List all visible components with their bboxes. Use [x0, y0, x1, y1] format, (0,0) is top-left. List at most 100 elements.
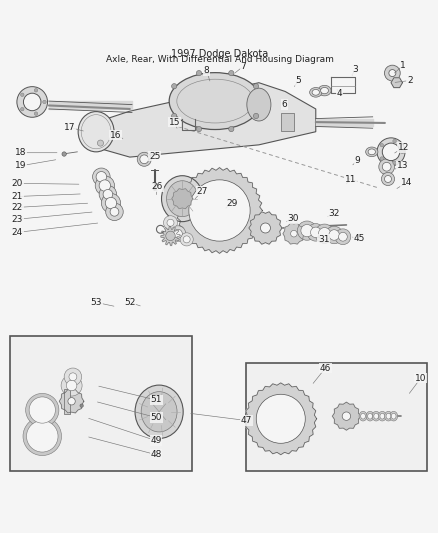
Bar: [64, 389, 70, 415]
Text: 7: 7: [240, 62, 246, 70]
Text: 12: 12: [397, 143, 408, 152]
Circle shape: [228, 70, 233, 76]
Circle shape: [180, 233, 193, 246]
Circle shape: [92, 168, 110, 185]
Circle shape: [318, 228, 330, 240]
Circle shape: [381, 143, 399, 160]
Circle shape: [23, 93, 41, 111]
Bar: [11, 336, 191, 471]
Circle shape: [325, 226, 342, 244]
Text: 10: 10: [414, 374, 426, 383]
Ellipse shape: [360, 413, 364, 419]
Circle shape: [42, 100, 46, 104]
Circle shape: [61, 375, 82, 396]
Circle shape: [171, 114, 177, 118]
Circle shape: [334, 229, 350, 245]
Circle shape: [256, 394, 304, 443]
Circle shape: [314, 224, 333, 243]
Text: Axle, Rear, With Differential And Housing Diagram: Axle, Rear, With Differential And Housin…: [105, 55, 333, 64]
Circle shape: [300, 224, 312, 237]
Circle shape: [62, 152, 66, 156]
Circle shape: [36, 431, 48, 442]
Ellipse shape: [389, 411, 397, 421]
Circle shape: [196, 126, 201, 132]
Text: 8: 8: [203, 66, 209, 75]
Circle shape: [96, 172, 106, 182]
Circle shape: [69, 373, 77, 381]
Circle shape: [80, 404, 83, 407]
Text: 22: 22: [12, 203, 23, 212]
Ellipse shape: [378, 411, 385, 421]
Circle shape: [152, 187, 156, 190]
Text: 50: 50: [150, 413, 162, 422]
Circle shape: [37, 405, 47, 415]
Text: 52: 52: [124, 298, 135, 307]
Ellipse shape: [373, 413, 378, 419]
Text: 49: 49: [150, 436, 161, 445]
Polygon shape: [176, 167, 262, 253]
Ellipse shape: [309, 87, 321, 97]
Text: 26: 26: [151, 182, 162, 191]
Polygon shape: [171, 189, 192, 208]
Ellipse shape: [390, 413, 395, 419]
Circle shape: [253, 84, 258, 89]
Polygon shape: [59, 390, 84, 413]
Ellipse shape: [161, 176, 203, 222]
Text: 20: 20: [12, 179, 23, 188]
Circle shape: [392, 139, 396, 143]
Polygon shape: [160, 226, 180, 246]
Text: 6: 6: [281, 100, 286, 109]
Text: 29: 29: [226, 199, 237, 207]
Ellipse shape: [166, 181, 198, 216]
Polygon shape: [390, 78, 402, 87]
Circle shape: [163, 216, 177, 230]
Circle shape: [34, 88, 38, 92]
Ellipse shape: [358, 411, 366, 421]
Text: 23: 23: [12, 215, 23, 224]
Ellipse shape: [169, 72, 261, 130]
Circle shape: [376, 138, 404, 166]
Ellipse shape: [365, 147, 377, 157]
Circle shape: [170, 226, 185, 241]
Circle shape: [103, 189, 113, 199]
Text: 9: 9: [353, 156, 360, 165]
Circle shape: [378, 159, 394, 175]
Circle shape: [328, 230, 339, 240]
Circle shape: [97, 140, 103, 146]
Polygon shape: [99, 83, 315, 157]
Circle shape: [26, 421, 58, 452]
Text: 16: 16: [110, 131, 121, 140]
Text: 48: 48: [150, 450, 161, 459]
Circle shape: [29, 397, 55, 423]
Circle shape: [140, 155, 148, 164]
Ellipse shape: [384, 411, 392, 421]
Circle shape: [166, 231, 175, 240]
Ellipse shape: [135, 385, 183, 439]
Text: 11: 11: [344, 175, 356, 184]
Circle shape: [253, 114, 258, 118]
Circle shape: [95, 176, 114, 195]
Circle shape: [137, 152, 151, 166]
Circle shape: [400, 150, 403, 154]
Polygon shape: [283, 223, 304, 244]
Text: 45: 45: [353, 233, 364, 243]
Circle shape: [381, 172, 394, 185]
Text: 53: 53: [90, 298, 102, 307]
Text: 5: 5: [295, 76, 300, 85]
Circle shape: [338, 232, 346, 241]
Polygon shape: [28, 396, 56, 424]
Text: 19: 19: [14, 161, 26, 171]
Text: 1997 Dodge Dakota: 1997 Dodge Dakota: [170, 49, 268, 59]
Text: 31: 31: [317, 235, 328, 244]
Circle shape: [381, 163, 390, 171]
Text: 30: 30: [286, 214, 298, 223]
Text: 47: 47: [240, 416, 252, 425]
Circle shape: [99, 180, 110, 191]
Circle shape: [384, 65, 399, 81]
Bar: [280, 114, 293, 131]
Circle shape: [297, 221, 316, 240]
Circle shape: [171, 84, 177, 89]
Text: 25: 25: [149, 152, 160, 161]
Text: 51: 51: [150, 395, 162, 405]
Text: 32: 32: [328, 209, 339, 219]
